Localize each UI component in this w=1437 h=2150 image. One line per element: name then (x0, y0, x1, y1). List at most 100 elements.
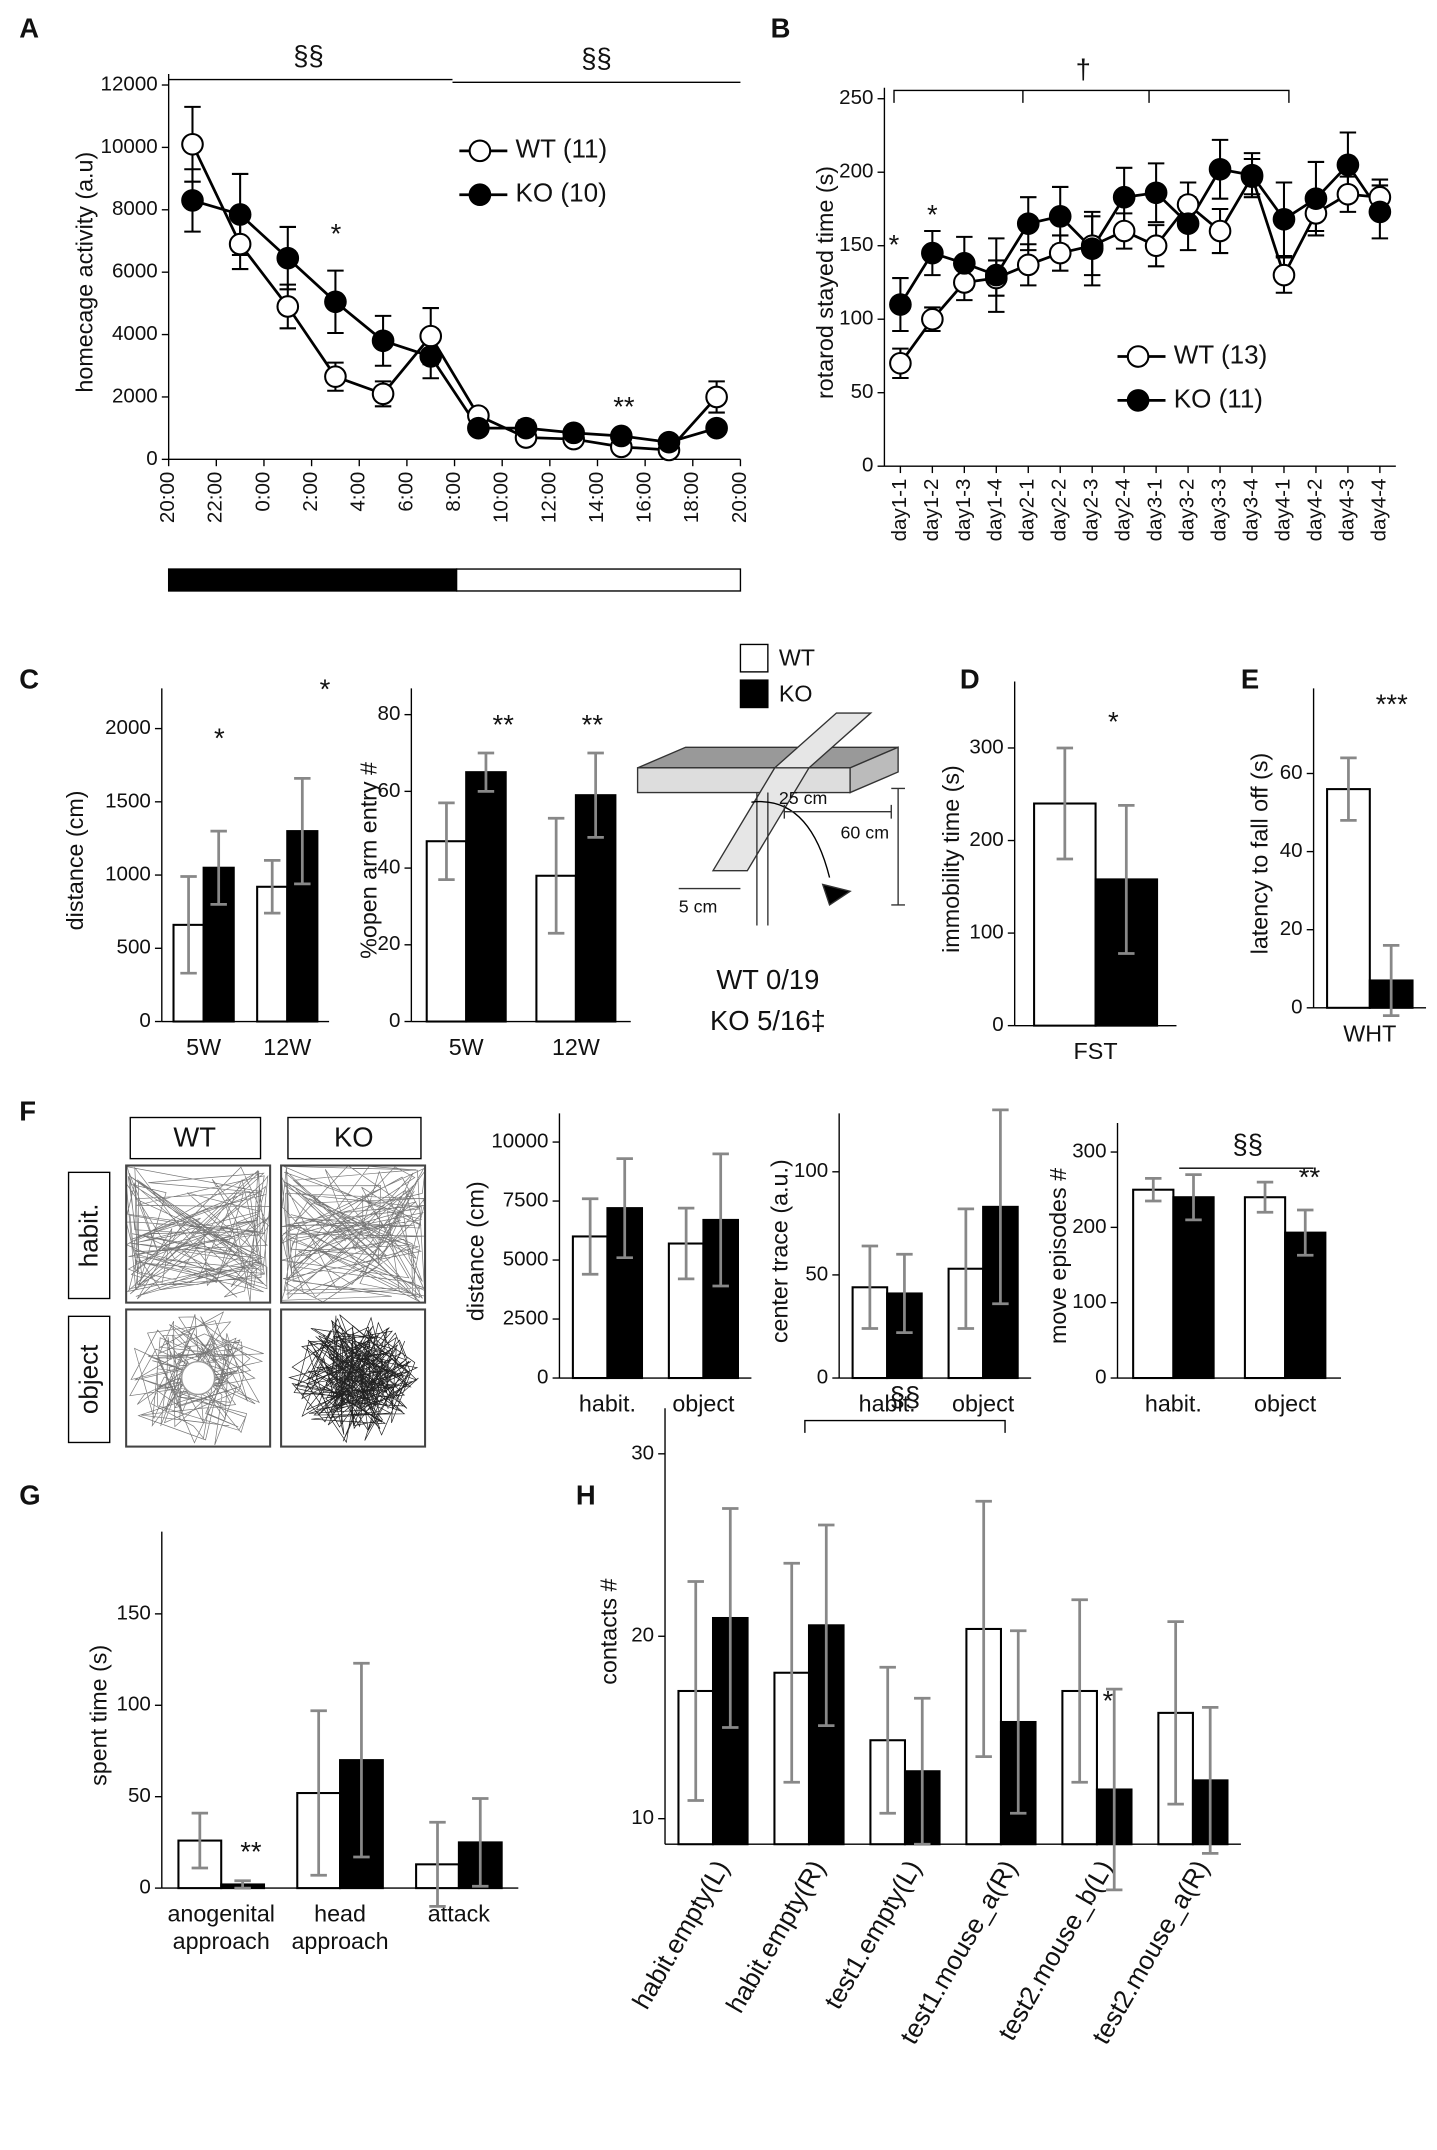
data-point (1208, 219, 1232, 243)
y-tick-label: 0 (146, 447, 157, 470)
error-bar (1201, 1706, 1219, 1855)
data-point (1272, 207, 1296, 231)
y-tick-label: 50 (128, 1784, 151, 1807)
annotation: * (331, 218, 342, 249)
legend-marker (468, 139, 492, 163)
y-tick-label: 20 (1280, 917, 1303, 940)
error-bar (992, 1108, 1009, 1306)
data-point (889, 293, 912, 316)
x-tick-label: 5W (186, 1034, 221, 1060)
y-axis-label: latency to fall off (s) (1247, 753, 1273, 955)
error-bar (1071, 1598, 1088, 1784)
y-tick-label: 0 (992, 1013, 1003, 1036)
legend-label: KO (10) (516, 178, 607, 208)
y-tick-label: 60 (378, 779, 401, 802)
error-bar (472, 1797, 489, 1888)
error-bar (294, 777, 311, 886)
x-tick-label: day2-4 (1112, 479, 1135, 542)
y-tick-label: 0 (139, 1009, 150, 1032)
error-bar (263, 859, 281, 915)
y-tick-label: 20 (631, 1624, 654, 1647)
x-tick-label: 12:00 (537, 472, 560, 523)
maze-result: KO 5/16‡ (710, 1005, 826, 1036)
y-tick-label: 100 (1072, 1290, 1106, 1313)
x-tick-label: day3-1 (1144, 479, 1167, 542)
error-bar (581, 1197, 599, 1276)
y-tick-label: 200 (839, 160, 873, 183)
annotation: * (927, 199, 938, 230)
data-point (371, 329, 395, 353)
y-axis-label: distance (cm) (462, 1181, 488, 1321)
x-tick-label: head approach (291, 1901, 388, 1954)
error-bar (1382, 943, 1400, 1017)
error-bar (861, 1244, 879, 1330)
error-bar (1256, 1180, 1274, 1214)
data-point (228, 203, 252, 226)
panel-label: C (19, 664, 39, 695)
legend-swatch (739, 643, 769, 673)
x-tick-label: day4-4 (1367, 479, 1390, 542)
data-point (705, 416, 728, 440)
x-tick-label: day4-3 (1335, 479, 1358, 542)
data-point (276, 295, 300, 318)
data-point (1016, 253, 1040, 277)
legend-label: WT (13) (1174, 339, 1268, 369)
y-tick-label: 2000 (112, 384, 158, 407)
bracket (804, 1419, 1006, 1433)
y-tick-label: 1500 (105, 789, 151, 812)
y-tick-label: 12000 (101, 72, 158, 95)
data-point (921, 241, 944, 265)
panel-label: H (576, 1480, 596, 1511)
data-point (889, 351, 912, 375)
data-point (657, 430, 681, 454)
legend-marker (1126, 345, 1150, 368)
arena (280, 1308, 427, 1448)
x-tick-label: day4-1 (1271, 479, 1294, 542)
error-bar (1167, 1620, 1184, 1806)
series-line (191, 143, 718, 452)
error-bar (1185, 1173, 1202, 1222)
data-point (1208, 157, 1232, 181)
data-point (419, 345, 443, 368)
series-line (899, 173, 1380, 365)
x-tick-label: day3-2 (1176, 479, 1199, 542)
y-tick-label: 500 (117, 936, 151, 959)
data-point (514, 416, 538, 440)
track (125, 1166, 271, 1302)
data-point (228, 232, 252, 256)
x-tick-label: 14:00 (585, 472, 608, 523)
maze-result: WT 0/19 (716, 964, 819, 995)
legend-label: WT (11) (516, 134, 608, 164)
y-tick-label: 5000 (503, 1247, 549, 1270)
error-bar (1105, 1687, 1123, 1892)
data-point (324, 365, 347, 388)
y-axis-label: immobility time (s) (938, 765, 964, 953)
y-tick-label: 300 (969, 735, 1003, 758)
y-axis-label: distance (cm) (62, 790, 88, 930)
y-axis-label: center trace (a.u.) (767, 1159, 793, 1343)
y-tick-label: 10000 (101, 135, 158, 158)
data-point (1112, 185, 1136, 209)
y-tick-label: 150 (839, 233, 873, 256)
annotation: * (1103, 1685, 1114, 1716)
data-point (181, 132, 204, 156)
maze-diagram (636, 712, 905, 926)
x-tick-label: habit.empty(L) (626, 1855, 735, 2014)
column-label: KO (334, 1122, 374, 1153)
x-tick-label: day2-2 (1048, 479, 1071, 542)
panel-label: D (960, 664, 980, 695)
data-point (705, 385, 728, 409)
x-tick-label: day4-2 (1303, 479, 1326, 542)
arena (125, 1164, 272, 1304)
x-tick-label: day2-1 (1016, 479, 1039, 542)
y-axis-label: rotarod stayed time (s) (812, 166, 838, 399)
label-box (67, 1315, 111, 1444)
y-tick-label: 300 (1072, 1139, 1106, 1162)
annotation: * (889, 229, 900, 260)
y-tick-label: 1000 (105, 862, 151, 885)
error-bar (210, 829, 227, 906)
legend-swatch (739, 679, 769, 709)
dimension-label: 5 cm (679, 896, 718, 916)
x-tick-label: 6:00 (394, 472, 417, 512)
label-box (129, 1116, 262, 1160)
